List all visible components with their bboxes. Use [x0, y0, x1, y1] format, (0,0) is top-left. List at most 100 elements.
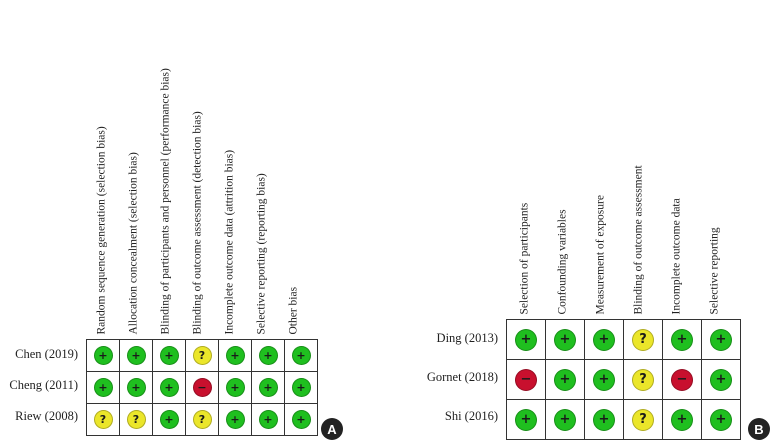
- rating-cell: ?: [86, 403, 120, 436]
- low-risk-icon: +: [593, 328, 615, 351]
- low-risk-icon: +: [258, 410, 278, 429]
- rating-cell: +: [251, 339, 285, 372]
- rating-cell: ?: [623, 359, 663, 400]
- high-risk-icon: −: [515, 368, 537, 391]
- table-row: + + +? + +: [506, 319, 741, 360]
- low-risk-icon: +: [159, 410, 179, 429]
- rating-cell: ?: [185, 339, 219, 372]
- rating-cell: +: [584, 399, 624, 440]
- panel_a-study-label: Riew (2008): [15, 408, 78, 423]
- unclear-risk-icon: ?: [632, 368, 654, 391]
- panel_a-domain-header: Incomplete outcome data (attrition bias): [223, 149, 236, 335]
- rating-cell: +: [701, 319, 741, 360]
- rating-cell: +: [584, 319, 624, 360]
- rating-cell: +: [251, 403, 285, 436]
- rating-cell: +: [86, 371, 120, 404]
- rating-cell: +: [701, 359, 741, 400]
- panel-b-badge: B: [748, 418, 770, 440]
- low-risk-icon: +: [710, 328, 732, 351]
- rating-cell: +: [152, 403, 186, 436]
- table-row: + + + − + + +: [86, 371, 318, 404]
- table-row: + + +? + +: [506, 399, 741, 440]
- rating-cell: +: [119, 371, 153, 404]
- rating-cell: +: [284, 339, 318, 372]
- unclear-risk-icon: ?: [192, 410, 212, 429]
- low-risk-icon: +: [93, 346, 113, 365]
- low-risk-icon: +: [593, 368, 615, 391]
- rating-cell: +: [251, 371, 285, 404]
- low-risk-icon: +: [710, 368, 732, 391]
- table-row: − + +? − +: [506, 359, 741, 400]
- rating-cell: +: [152, 371, 186, 404]
- low-risk-icon: +: [258, 378, 278, 397]
- panel_a-domain-header: Allocation concealment (selection bias): [127, 152, 140, 335]
- table-row: ?? +? + + +: [86, 403, 318, 436]
- unclear-risk-icon: ?: [93, 410, 113, 429]
- rating-cell: ?: [119, 403, 153, 436]
- unclear-risk-icon: ?: [632, 408, 654, 431]
- rating-cell: −: [662, 359, 702, 400]
- unclear-risk-icon: ?: [126, 410, 146, 429]
- rating-cell: +: [152, 339, 186, 372]
- low-risk-icon: +: [593, 408, 615, 431]
- rating-cell: +: [218, 403, 252, 436]
- panel_b-study-label: Ding (2013): [436, 330, 498, 345]
- high-risk-icon: −: [192, 378, 212, 397]
- high-risk-icon: −: [671, 368, 693, 391]
- panel_b-domain-header: Selection of participants: [518, 202, 531, 315]
- rating-cell: +: [86, 339, 120, 372]
- panel_a-grid: + + +? + + + + + + − + + +?? +? + + +: [86, 339, 318, 436]
- low-risk-icon: +: [159, 378, 179, 397]
- panel_a-domain-header: Blinding of outcome assessment (detectio…: [191, 111, 204, 335]
- rating-cell: +: [584, 359, 624, 400]
- low-risk-icon: +: [515, 328, 537, 351]
- rating-cell: +: [284, 403, 318, 436]
- low-risk-icon: +: [225, 346, 245, 365]
- low-risk-icon: +: [225, 410, 245, 429]
- low-risk-icon: +: [671, 408, 693, 431]
- low-risk-icon: +: [159, 346, 179, 365]
- rating-cell: +: [218, 371, 252, 404]
- table-row: + + +? + + +: [86, 339, 318, 372]
- rating-cell: +: [662, 319, 702, 360]
- rating-cell: +: [545, 319, 585, 360]
- low-risk-icon: +: [93, 378, 113, 397]
- panel_b-domain-header: Measurement of exposure: [594, 195, 607, 315]
- panel_a-domain-header: Random sequence generation (selection bi…: [95, 126, 108, 335]
- panel_b-domain-header: Selective reporting: [708, 227, 721, 315]
- low-risk-icon: +: [126, 378, 146, 397]
- rating-cell: +: [218, 339, 252, 372]
- panel_b-study-label: Shi (2016): [444, 408, 498, 423]
- low-risk-icon: +: [291, 410, 311, 429]
- low-risk-icon: +: [291, 346, 311, 365]
- panel_a-domain-header: Selective reporting (reporting bias): [255, 173, 268, 335]
- low-risk-icon: +: [554, 328, 576, 351]
- low-risk-icon: +: [225, 378, 245, 397]
- low-risk-icon: +: [671, 328, 693, 351]
- panel_a-study-label: Cheng (2011): [9, 377, 78, 392]
- panel_a-domain-header: Blinding of participants and personnel (…: [159, 68, 172, 335]
- panel_b-study-label: Gornet (2018): [426, 369, 498, 384]
- rating-cell: +: [662, 399, 702, 440]
- panel_b-domain-header: Incomplete outcome data: [670, 198, 683, 315]
- low-risk-icon: +: [554, 408, 576, 431]
- rating-cell: ?: [185, 403, 219, 436]
- rating-cell: +: [545, 399, 585, 440]
- rating-cell: ?: [623, 319, 663, 360]
- unclear-risk-icon: ?: [632, 328, 654, 351]
- rating-cell: +: [545, 359, 585, 400]
- rating-cell: −: [185, 371, 219, 404]
- panel_a-study-label: Chen (2019): [15, 346, 78, 361]
- low-risk-icon: +: [554, 368, 576, 391]
- low-risk-icon: +: [258, 346, 278, 365]
- rating-cell: +: [506, 319, 546, 360]
- rating-cell: +: [284, 371, 318, 404]
- low-risk-icon: +: [515, 408, 537, 431]
- panel_b-grid: + + +? + + − + +? − + + + +? + +: [506, 319, 741, 440]
- low-risk-icon: +: [710, 408, 732, 431]
- panel_a-domain-header: Other bias: [287, 286, 300, 335]
- panel-a-badge: A: [321, 418, 343, 440]
- rating-cell: −: [506, 359, 546, 400]
- panel_b-domain-header: Confounding variables: [556, 209, 569, 315]
- rating-cell: ?: [623, 399, 663, 440]
